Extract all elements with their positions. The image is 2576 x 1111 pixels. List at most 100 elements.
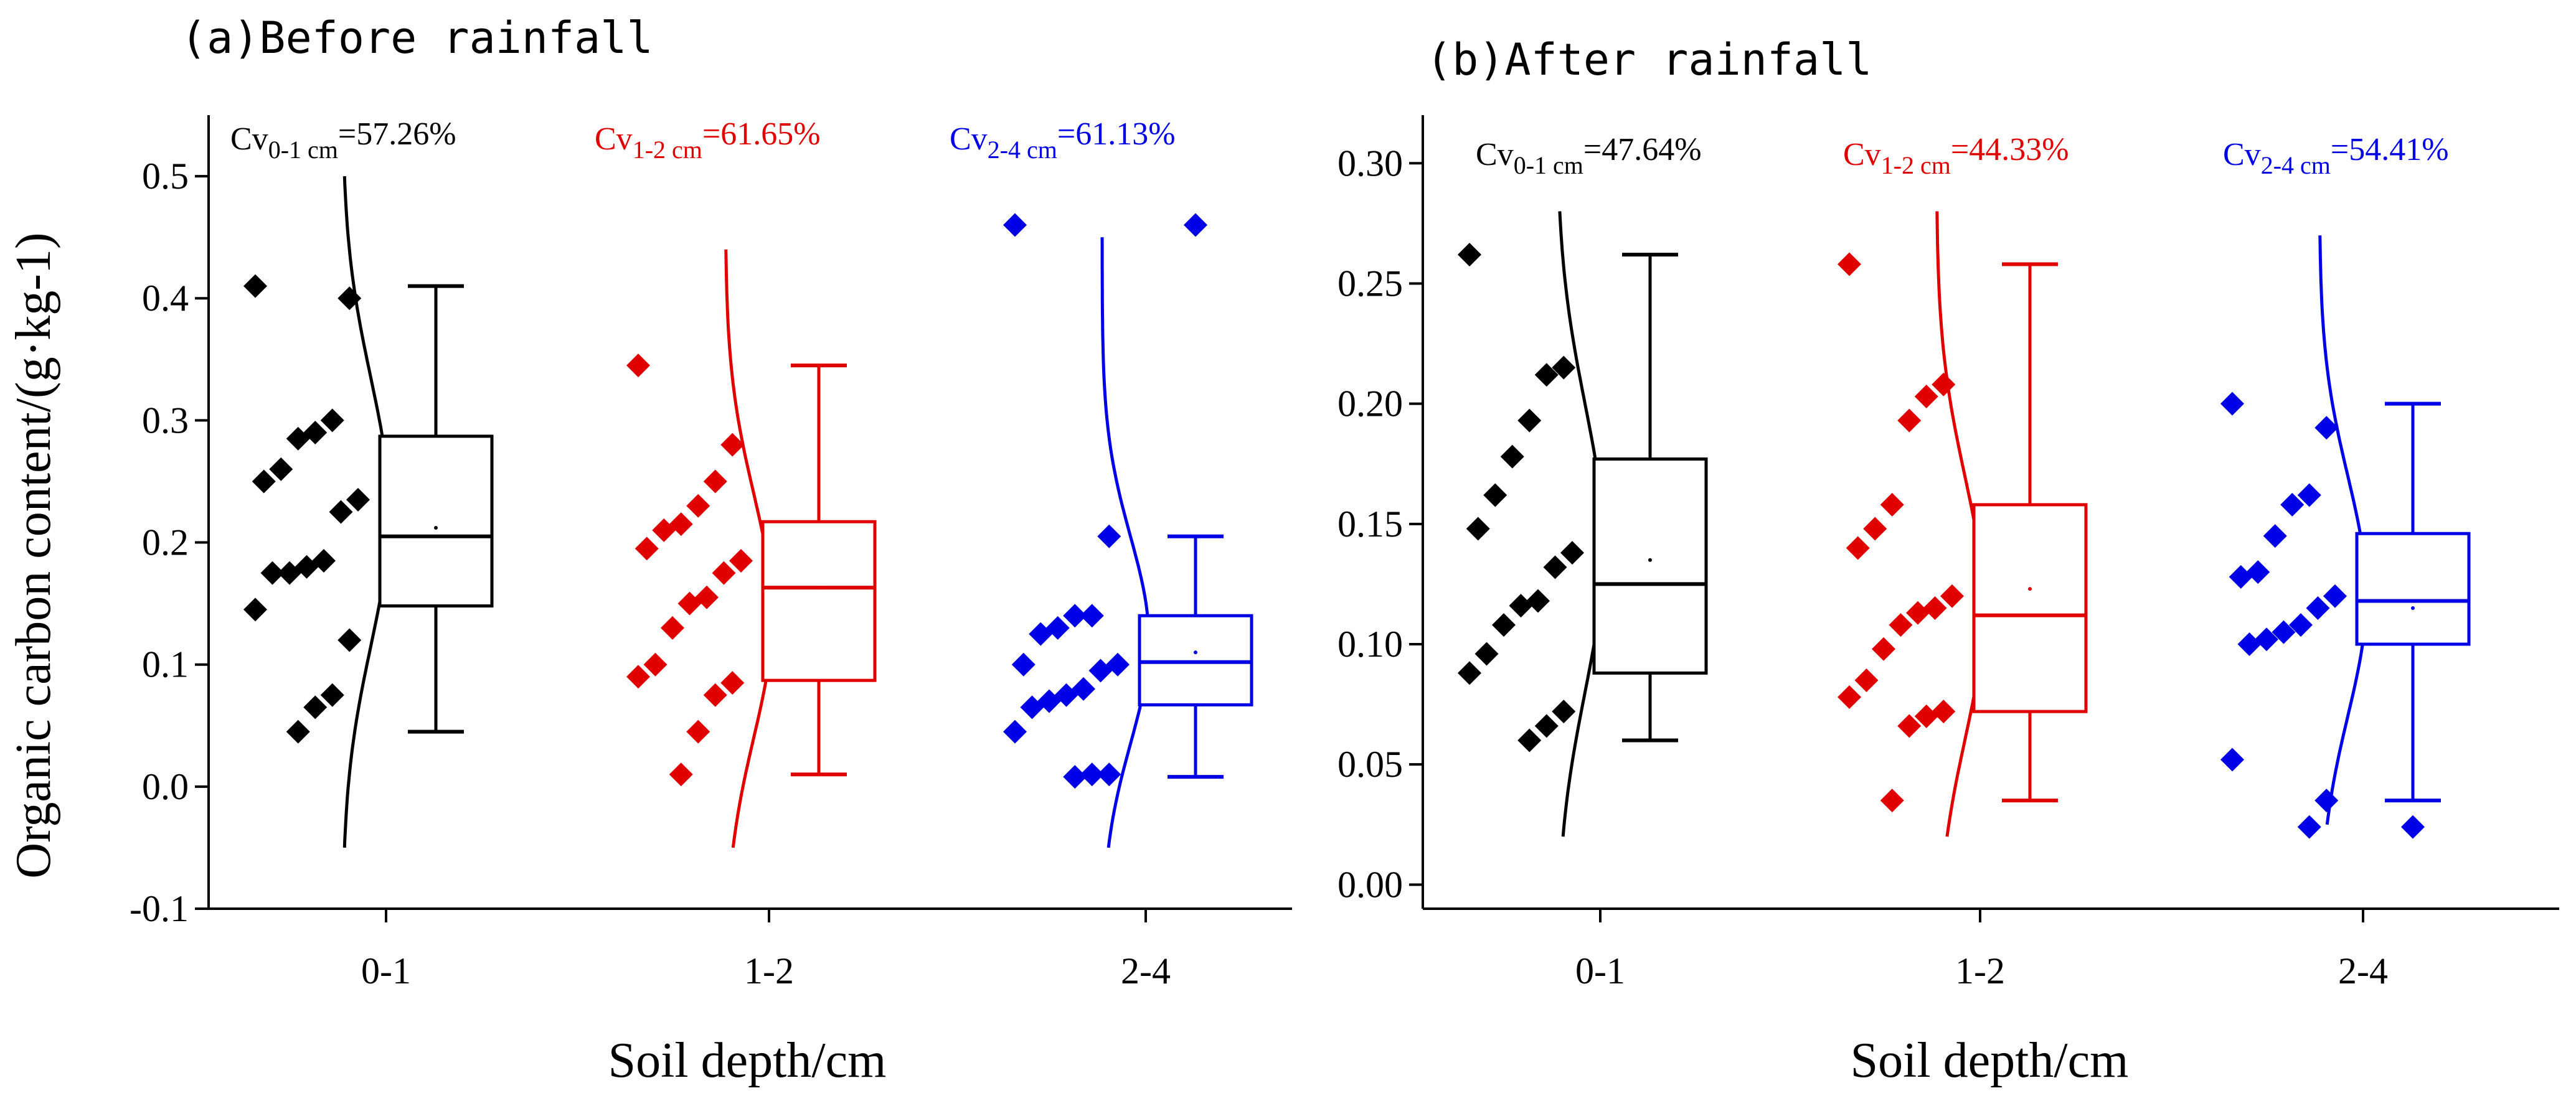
x-tick-label: 1-2 xyxy=(744,950,794,991)
data-point xyxy=(1932,372,1956,396)
data-point xyxy=(1080,604,1104,628)
data-point xyxy=(2297,483,2321,507)
data-point xyxy=(1458,243,1481,267)
data-point xyxy=(720,671,745,695)
y-tick-label: 0.5 xyxy=(142,156,189,197)
panel-after-rainfall: (b)After rainfall 0.30 0.25 0.20 0.15 0.10 0.0… xyxy=(1338,34,2559,1088)
cv-prefix: Cv xyxy=(2223,137,2261,172)
data-point xyxy=(1897,714,1922,738)
box-mean xyxy=(1648,558,1652,562)
data-point xyxy=(1029,622,1053,646)
data-point xyxy=(1483,483,1507,507)
y-tick-label: 0.20 xyxy=(1338,383,1403,424)
cv-label: Cv0-1 cm=57.26% xyxy=(230,116,456,164)
cv-label: Cv1-2 cm=61.65% xyxy=(595,116,821,164)
data-point xyxy=(1940,584,1964,608)
data-point xyxy=(643,652,668,677)
box-iqr xyxy=(1592,457,1708,675)
data-point xyxy=(1906,601,1930,625)
data-point xyxy=(278,561,301,585)
data-point xyxy=(2220,748,2244,772)
x-tick-label: 2-4 xyxy=(1121,950,1171,991)
data-point xyxy=(243,598,267,622)
data-point xyxy=(1543,555,1567,579)
data-point xyxy=(1914,385,1938,409)
cv-prefix: Cv xyxy=(595,121,633,157)
y-axis-label: Organic carbon content/(g·kg-1) xyxy=(6,232,61,878)
data-point xyxy=(1526,589,1550,613)
data-point xyxy=(1492,613,1516,637)
data-point xyxy=(2280,492,2305,517)
y-tick-label: 0.05 xyxy=(1338,744,1403,785)
y-tick-label: 0.2 xyxy=(142,522,189,563)
cv-subscript: 2-4 cm xyxy=(988,136,1057,164)
data-point xyxy=(1880,492,1904,517)
data-point xyxy=(729,548,753,573)
data-point xyxy=(2306,596,2330,621)
chart-title: (b)After rainfall xyxy=(1426,34,1872,85)
y-tick-label: 0.1 xyxy=(142,644,189,685)
data-point xyxy=(1880,789,1904,813)
series-1-2 xyxy=(626,249,877,848)
data-point xyxy=(1914,704,1938,728)
data-point xyxy=(712,561,736,585)
cv-value: =61.65% xyxy=(702,116,821,152)
cv-prefix: Cv xyxy=(230,121,268,157)
data-point xyxy=(337,286,362,311)
data-point xyxy=(286,426,310,451)
data-point xyxy=(1872,637,1895,661)
data-point xyxy=(243,274,267,298)
data-point xyxy=(1063,604,1087,628)
data-point xyxy=(2237,632,2262,656)
y-tick-label: 0.25 xyxy=(1338,263,1403,304)
data-point xyxy=(2323,584,2347,608)
data-point xyxy=(2314,416,2339,440)
data-point xyxy=(1517,408,1542,433)
panel-before-rainfall: (a)Before rainfall 0.5 0.4 0.3 0.2 0.1 0.0 -0.1… xyxy=(6,12,1292,1088)
data-point xyxy=(669,762,693,787)
cv-value: =61.13% xyxy=(1057,116,1176,152)
cv-value: =57.26% xyxy=(338,116,456,152)
distribution-curve xyxy=(2318,235,2368,825)
cv-subscript: 0-1 cm xyxy=(268,136,338,164)
outlier-point xyxy=(1184,213,1207,237)
data-point xyxy=(2255,627,2278,652)
data-point xyxy=(1863,517,1887,541)
cv-label: Cv0-1 cm=47.64% xyxy=(1476,132,1702,179)
data-point xyxy=(1534,363,1559,387)
data-point xyxy=(320,683,344,707)
box-mean xyxy=(1194,650,1197,655)
data-point xyxy=(1474,642,1499,666)
x-axis-label: Soil depth/cm xyxy=(608,1033,887,1088)
data-point xyxy=(1097,524,1121,548)
data-point xyxy=(703,469,727,494)
x-tick-label: 0-1 xyxy=(1575,950,1625,991)
y-tick-label: 0.4 xyxy=(142,278,189,319)
box-iqr xyxy=(2355,532,2471,646)
cv-value: =44.33% xyxy=(1951,132,2069,167)
cv-prefix: Cv xyxy=(1843,137,1881,172)
data-point xyxy=(1011,652,1036,677)
data-point xyxy=(1560,541,1584,565)
cv-subscript: 1-2 cm xyxy=(1881,151,1951,179)
chart-title: (a)Before rainfall xyxy=(181,12,653,63)
series-2-4 xyxy=(1003,213,1253,848)
data-point xyxy=(1020,695,1044,720)
y-tick-label: -0.1 xyxy=(130,888,189,929)
data-point xyxy=(2229,565,2253,589)
data-point xyxy=(1923,596,1947,621)
data-point xyxy=(1846,536,1870,560)
cv-label: Cv1-2 cm=44.33% xyxy=(1843,132,2069,179)
data-point xyxy=(686,720,710,744)
data-point xyxy=(626,665,650,689)
box-iqr xyxy=(761,520,877,682)
data-point xyxy=(1097,762,1121,787)
data-point xyxy=(626,354,650,378)
outlier-point xyxy=(2401,815,2425,839)
data-point xyxy=(1466,517,1490,541)
series-1-2 xyxy=(1838,211,2088,837)
box-mean xyxy=(434,526,438,530)
data-point xyxy=(337,628,362,652)
data-point xyxy=(2272,620,2296,644)
data-point xyxy=(686,494,710,518)
